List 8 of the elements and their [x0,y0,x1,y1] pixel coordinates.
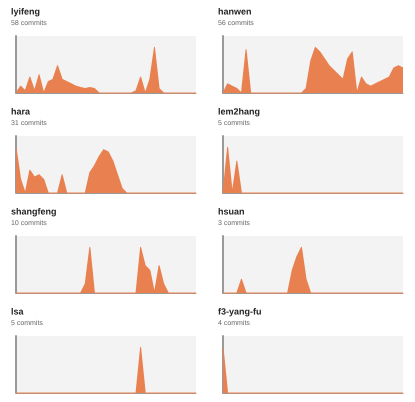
chart-title: lsa [11,306,25,316]
chart-title: lem2hang [218,106,260,116]
chart-title: shangfeng [11,206,57,216]
chart-title: f3-yang-fu [218,306,262,316]
chart-title: lyifeng [11,6,40,16]
chart-title: hsuan [218,206,245,216]
chart-title: hara [11,106,32,116]
chart-title: hanwen [218,6,252,16]
